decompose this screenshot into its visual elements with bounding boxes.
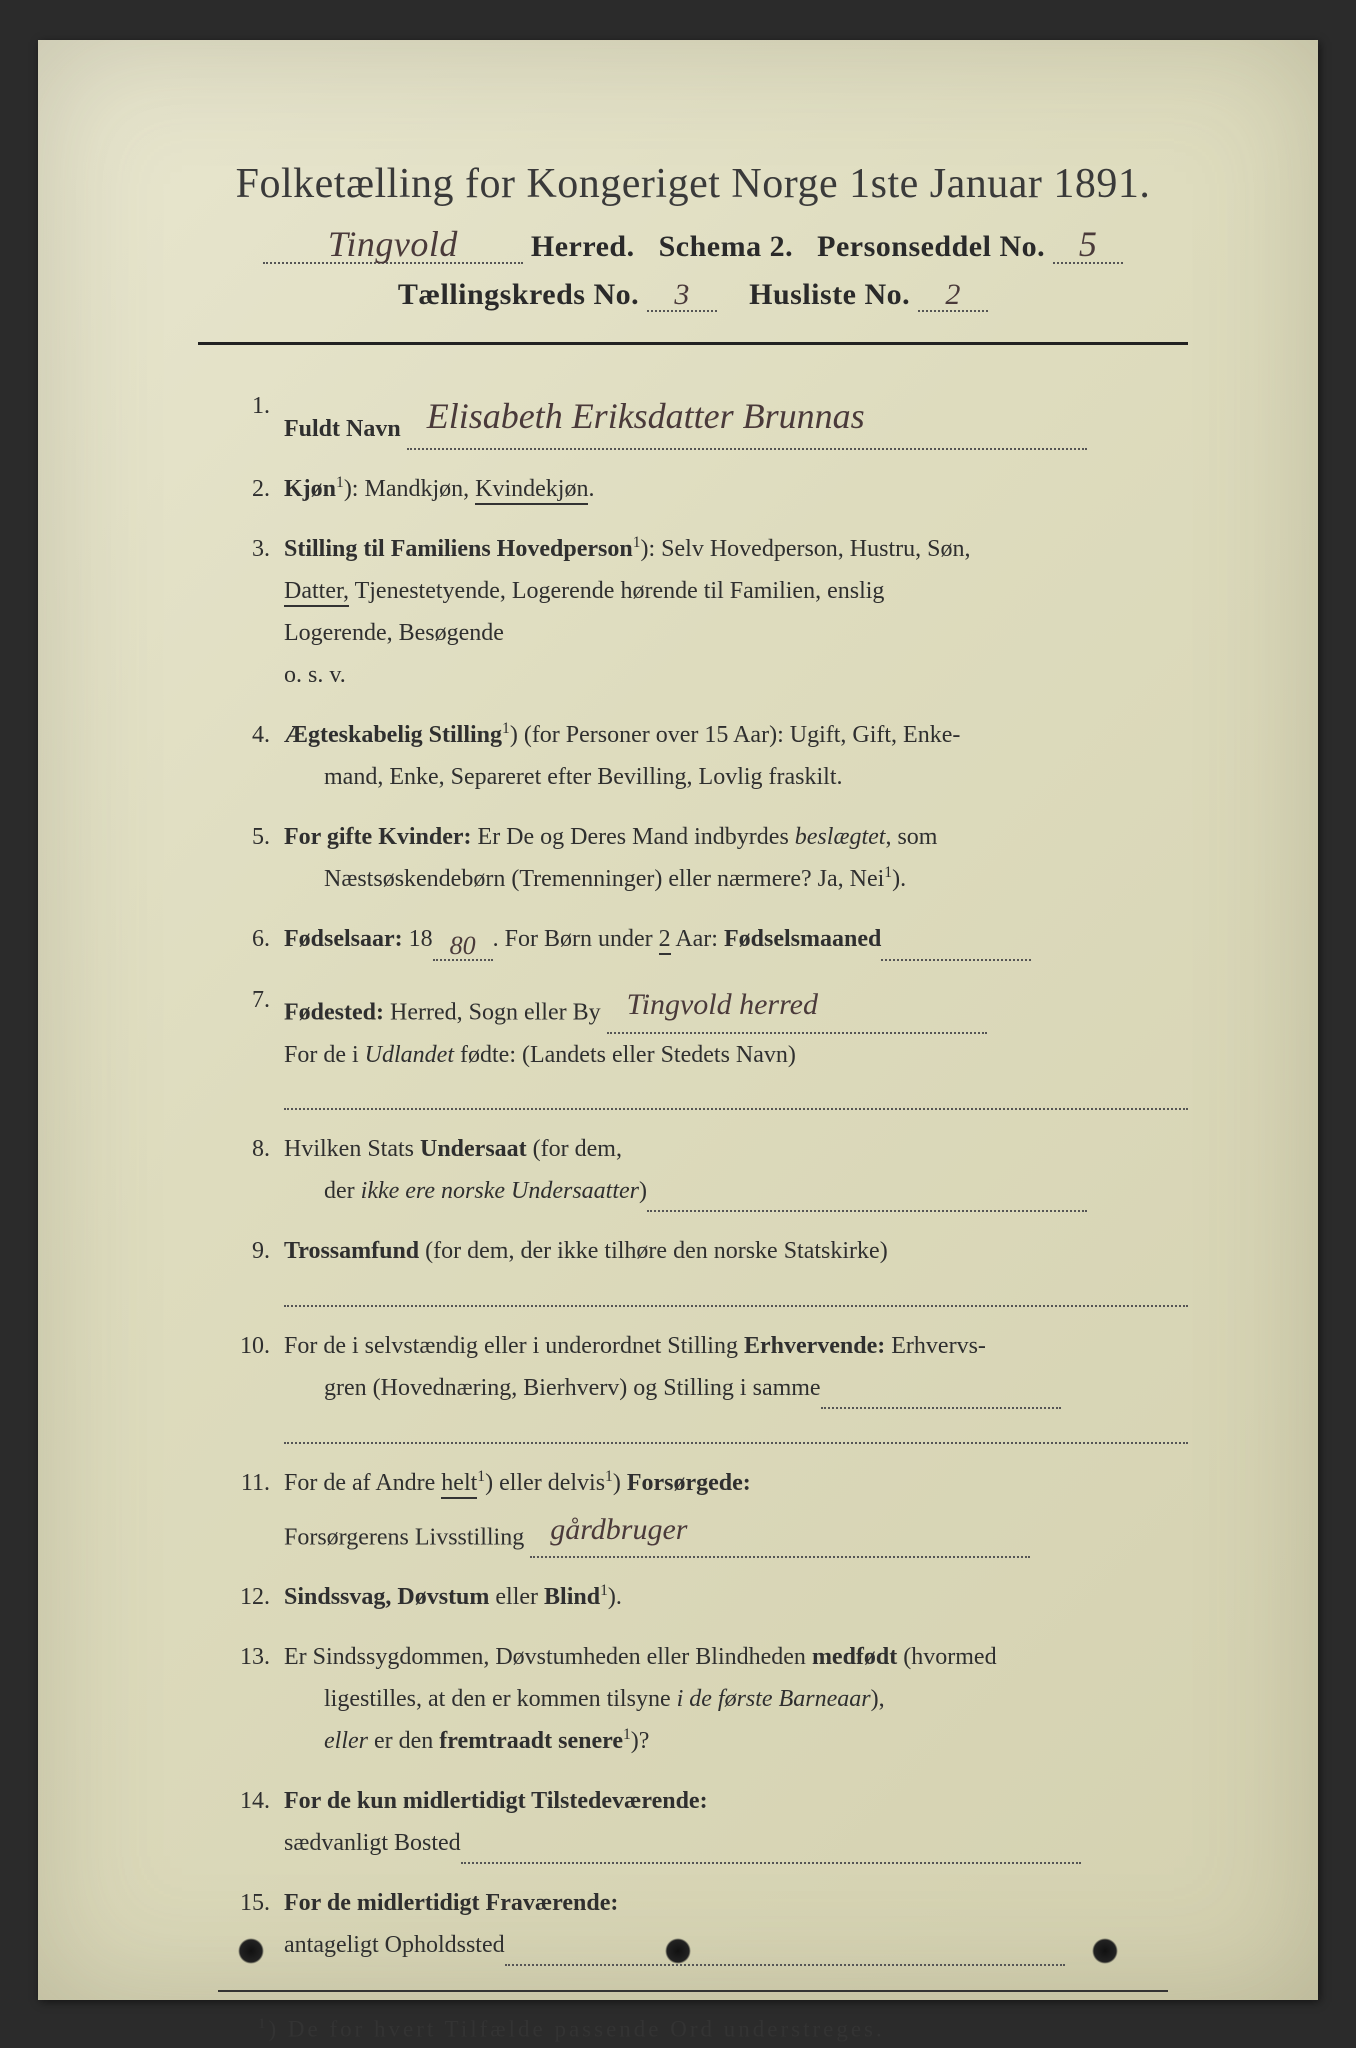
item-num: 12. <box>228 1576 284 1618</box>
item-6-label: Fødselsaar: <box>284 926 403 952</box>
item-11: 11. For de af Andre helt1) eller delvis1… <box>228 1462 1188 1559</box>
form-items: 1. Fuldt Navn Elisabeth Eriksdatter Brun… <box>198 385 1188 1966</box>
item-8: 8. Hvilken Stats Undersaat (for dem, der… <box>228 1128 1188 1212</box>
birthplace-value: Tingvold herred <box>607 979 987 1034</box>
item-1-label: Fuldt Navn <box>284 416 401 442</box>
birth-year-value: 80 <box>433 933 493 961</box>
item-1-value: Elisabeth Eriksdatter Brunnas <box>407 385 1087 450</box>
item-num: 7. <box>228 979 284 1110</box>
item-num: 8. <box>228 1128 284 1212</box>
item-9-label: Trossamfund <box>284 1238 419 1264</box>
item-num: 3. <box>228 528 284 696</box>
herred-label: Herred. <box>531 230 635 263</box>
header-line-3: Tællingskreds No. 3 Husliste No. 2 <box>198 278 1188 312</box>
item-num: 1. <box>228 385 284 450</box>
item-3: 3. Stilling til Familiens Hovedperson1):… <box>228 528 1188 696</box>
item-num: 13. <box>228 1636 284 1762</box>
footnote: 1) De for hvert Tilfælde passende Ord un… <box>198 2016 1188 2043</box>
item-3-label: Stilling til Familiens Hovedperson <box>284 536 633 562</box>
item-2-label: Kjøn <box>284 476 336 502</box>
item-2-selected: Kvindekjøn <box>475 476 588 505</box>
item-7: 7. Fødested: Herred, Sogn eller By Tingv… <box>228 979 1188 1110</box>
item-6: 6. Fødselsaar: 1880. For Børn under 2 Aa… <box>228 918 1188 961</box>
item-7-label: Fødested: <box>284 1000 384 1026</box>
item-num: 4. <box>228 714 284 798</box>
footnote-rule <box>218 1990 1168 1992</box>
scan-frame: Folketælling for Kongeriget Norge 1ste J… <box>0 0 1356 2048</box>
husliste-label: Husliste No. <box>749 278 910 311</box>
item-15: 15. For de midlertidigt Fraværende: anta… <box>228 1882 1188 1966</box>
punch-hole-icon <box>1092 1938 1118 1964</box>
item-13: 13. Er Sindssygdommen, Døvstumheden elle… <box>228 1636 1188 1762</box>
item-num: 5. <box>228 816 284 900</box>
item-4: 4. Ægteskabelig Stilling1) (for Personer… <box>228 714 1188 798</box>
item-10: 10. For de i selvstændig eller i underor… <box>228 1325 1188 1444</box>
item-14: 14. For de kun midlertidigt Tilstedevære… <box>228 1780 1188 1864</box>
item-9: 9. Trossamfund (for dem, der ikke tilhør… <box>228 1230 1188 1307</box>
item-1: 1. Fuldt Navn Elisabeth Eriksdatter Brun… <box>228 385 1188 450</box>
personseddel-value: 5 <box>1053 226 1123 264</box>
item-4-label: Ægteskabelig Stilling <box>284 722 502 748</box>
item-num: 10. <box>228 1325 284 1444</box>
census-form-paper: Folketælling for Kongeriget Norge 1ste J… <box>38 40 1318 2000</box>
item-num: 2. <box>228 468 284 510</box>
personseddel-label: Personseddel No. <box>817 230 1045 263</box>
item-num: 6. <box>228 918 284 961</box>
item-5: 5. For gifte Kvinder: Er De og Deres Man… <box>228 816 1188 900</box>
item-2: 2. Kjøn1): Mandkjøn, Kvindekjøn. <box>228 468 1188 510</box>
header-rule <box>198 342 1188 345</box>
kreds-label: Tællingskreds No. <box>398 278 639 311</box>
kreds-value: 3 <box>647 280 717 312</box>
husliste-value: 2 <box>918 280 988 312</box>
provider-occupation-value: gårdbruger <box>530 1504 1030 1559</box>
punch-hole-icon <box>238 1938 264 1964</box>
item-num: 11. <box>228 1462 284 1559</box>
item-num: 9. <box>228 1230 284 1307</box>
form-title: Folketælling for Kongeriget Norge 1ste J… <box>198 160 1188 208</box>
header-line-2: Tingvold Herred. Schema 2. Personseddel … <box>198 226 1188 264</box>
schema-label: Schema 2. <box>659 230 794 263</box>
item-num: 14. <box>228 1780 284 1864</box>
item-12: 12. Sindssvag, Døvstum eller Blind1). <box>228 1576 1188 1618</box>
punch-hole-icon <box>665 1938 691 1964</box>
herred-value: Tingvold <box>263 226 523 264</box>
item-3-selected: Datter, <box>284 578 349 607</box>
form-header: Folketælling for Kongeriget Norge 1ste J… <box>198 160 1188 312</box>
